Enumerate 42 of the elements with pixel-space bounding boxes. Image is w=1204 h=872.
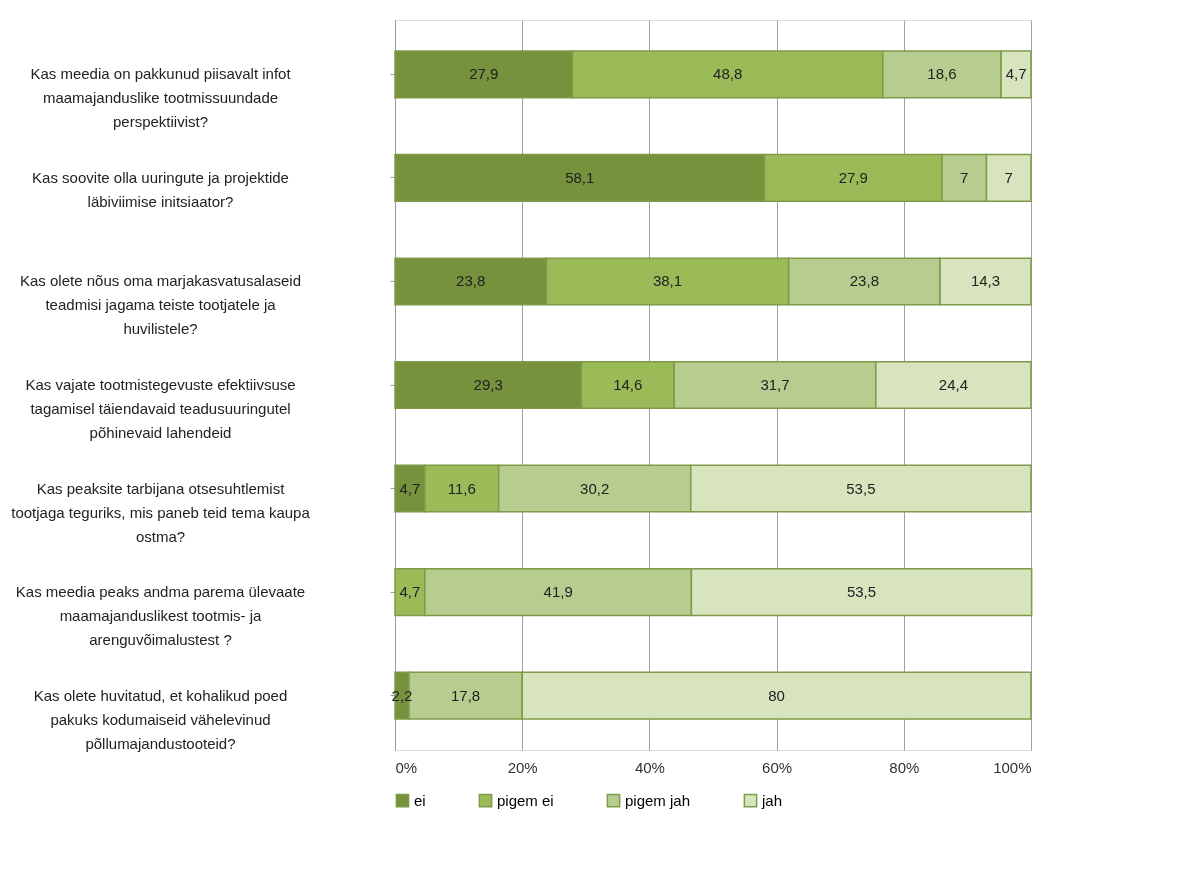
data-label: 30,2 — [580, 479, 610, 497]
data-label: 38,1 — [652, 272, 683, 290]
data-label: 18,6 — [927, 65, 957, 83]
data-label: 23,8 — [849, 272, 879, 290]
data-label: 4,7 — [399, 583, 421, 601]
y-tick-label: Kas meedia on pakkunud piisavalt infot maamajanduslike tootmissuundade perspektiivist? — [30, 65, 292, 131]
data-label: 27,9 — [838, 168, 868, 186]
data-label: 14,6 — [613, 376, 643, 393]
y-tick-label: Kas vajate tootmistegevuste efektiivsuse tagamisel täiendavaid teadusuuringutel põhinevaid lahendeid — [25, 376, 296, 441]
data-label: 48,8 — [713, 65, 743, 83]
data-label: 31,7 — [760, 376, 790, 393]
legend-label: ei — [414, 791, 426, 809]
legend-label: pigem jah — [625, 791, 691, 809]
data-label: 53,5 — [846, 479, 876, 497]
x-tick-label: 40% — [634, 758, 665, 776]
x-tick-label: 100% — [993, 758, 1032, 776]
y-tick-label: Kas soovite olla uuringute ja projektide läbiviimise initsiaator? — [32, 168, 289, 210]
x-tick-label: 20% — [507, 758, 538, 776]
legend-label: jah — [761, 791, 783, 809]
data-label: 41,9 — [543, 583, 573, 601]
data-label: 4,7 — [399, 479, 421, 497]
data-label: 58,1 — [565, 168, 595, 186]
data-label: 27,9 — [469, 65, 499, 83]
x-tick-label: 80% — [889, 758, 920, 776]
data-label: 80 — [768, 686, 785, 704]
y-tick-label: Kas peaksite tarbijana otsesuhtlemist tootjaga teguriks, mis paneb teid tema kaupa ostma? — [11, 479, 311, 545]
y-tick-label: Kas olete huvitatud, et kohalikud poed pakuks kodumaiseid vähelevinud põllumajandustooteid? — [33, 686, 288, 752]
data-label: 7 — [1004, 168, 1013, 186]
data-label: 11,6 — [447, 479, 476, 497]
data-label: 14,3 — [970, 272, 1001, 290]
x-tick-label: 60% — [762, 758, 793, 776]
data-label: 7 — [960, 168, 969, 186]
data-label: 17,8 — [450, 686, 481, 704]
data-label: 53,5 — [846, 583, 877, 601]
data-label: 24,4 — [938, 376, 969, 393]
data-label: 4,7 — [1005, 65, 1027, 83]
x-tick-label: 0% — [395, 758, 418, 776]
y-tick-label: Kas meedia peaks andma parema ülevaate maamajanduslikest tootmis- ja arenguvõimalustest ? — [15, 583, 306, 649]
data-label: 29,3 — [473, 376, 503, 393]
legend-label: pigem ei — [497, 791, 554, 809]
y-tick-label: Kas olete nõus oma marjakasvatusalaseid teadmisi jagama teiste tootjatele ja huvilistele? — [20, 272, 301, 338]
data-label: 23,8 — [456, 272, 486, 290]
